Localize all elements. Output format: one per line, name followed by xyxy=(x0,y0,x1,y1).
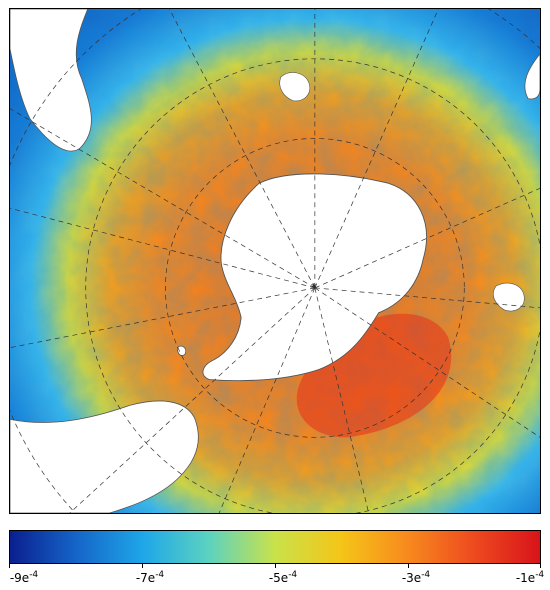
africa-landmass xyxy=(524,53,540,100)
colorbar-tick xyxy=(275,563,276,568)
colorbar-label-4: -3e-4 xyxy=(401,570,431,585)
colorbar-tick xyxy=(142,563,143,568)
south-america-landmass xyxy=(10,9,92,152)
polar-map: * xyxy=(9,8,541,514)
australia-landmass xyxy=(10,400,199,513)
colorbar-tick xyxy=(9,563,10,568)
island-top xyxy=(279,72,311,102)
south-pole-marker: * xyxy=(311,281,317,295)
colorbar-label-max: -1e-4 xyxy=(515,570,545,585)
map-canvas: * xyxy=(10,9,540,513)
colorbar-tick xyxy=(408,563,409,568)
colorbar-tick xyxy=(540,563,541,568)
colorbar-label-3: -5e-4 xyxy=(268,570,298,585)
colorbar xyxy=(9,530,541,564)
colorbar-label-2: -7e-4 xyxy=(135,570,165,585)
new-zealand-landmass xyxy=(176,345,187,356)
island-right xyxy=(493,282,525,312)
graticule xyxy=(10,9,540,513)
colorbar-label-min: -9e-4 xyxy=(9,570,39,585)
